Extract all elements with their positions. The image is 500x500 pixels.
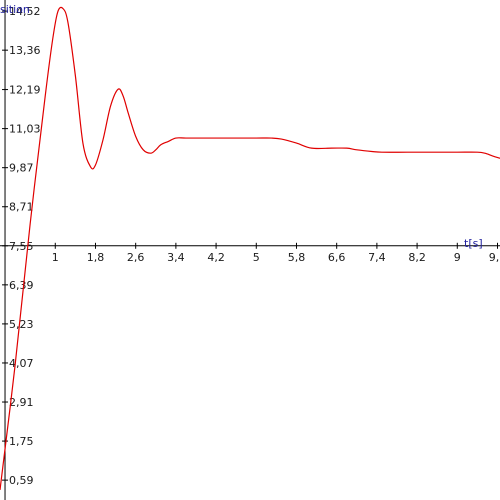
x-tick-label: 1	[52, 251, 59, 264]
y-tick-label: 6,39	[9, 279, 33, 292]
x-tick-label: 1,8	[87, 251, 105, 264]
y-tick-label: 5,23	[9, 318, 33, 331]
x-tick-label: 7,4	[368, 251, 386, 264]
x-tick-label: 3,4	[167, 251, 185, 264]
y-tick-label: 8,71	[9, 201, 33, 214]
x-tick-label: 9,8	[489, 251, 500, 264]
series-layer	[0, 6, 500, 490]
y-tick-label: 11,03	[9, 123, 40, 136]
x-axis-label: t[s]	[464, 237, 483, 250]
x-tick-label: 5,8	[288, 251, 306, 264]
x-tick-label: 5	[253, 251, 260, 264]
x-tick-label: 8,2	[408, 251, 426, 264]
y-tick-label: 1,75	[9, 435, 33, 448]
y-tick-label: 9,87	[9, 162, 33, 175]
y-tick-label: 12,19	[9, 84, 40, 97]
y-axis-label: Position	[0, 3, 30, 16]
y-tick-label: 2,91	[9, 396, 33, 409]
series-line	[0, 6, 500, 490]
y-tick-label: 7,55	[9, 240, 33, 253]
y-tick-label: 13,36	[9, 44, 40, 57]
axis-labels: Position t[s]	[0, 3, 483, 250]
x-tick-label: 4,2	[207, 251, 225, 264]
y-tick-label: 4,07	[9, 357, 33, 370]
y-tick-label: 14,52	[9, 5, 40, 18]
y-tick-label: 0,59	[9, 474, 33, 487]
x-tick-label: 6,6	[328, 251, 346, 264]
x-tick-label: 2,6	[127, 251, 145, 264]
x-tick-label: 9	[454, 251, 461, 264]
